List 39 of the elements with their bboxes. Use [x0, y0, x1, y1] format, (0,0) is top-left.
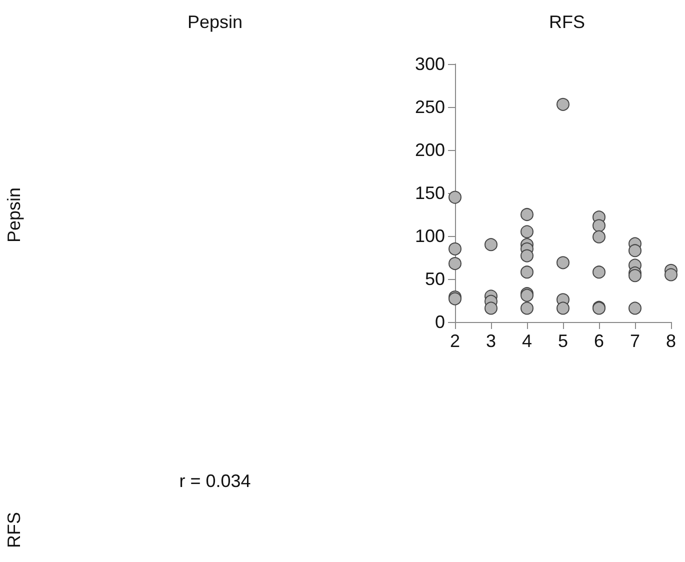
x-tick-label: 3	[486, 331, 496, 351]
point	[592, 230, 606, 244]
point	[520, 225, 534, 238]
y-tick-label: 100	[414, 226, 445, 246]
point	[556, 302, 570, 315]
point	[628, 244, 642, 258]
x-tick-label: 2	[450, 331, 460, 351]
x-tick-label: 4	[522, 331, 532, 351]
x-axis-title: RFS	[549, 12, 585, 32]
point	[592, 266, 606, 279]
point	[556, 98, 570, 111]
point	[448, 190, 462, 204]
point	[484, 238, 498, 252]
point	[628, 302, 642, 315]
y-tick-label: 150	[414, 183, 445, 203]
y-tick-label: 300	[414, 54, 445, 74]
x-tick-label: 8	[666, 331, 676, 351]
point	[520, 249, 534, 262]
y-tick-label: 50	[424, 269, 445, 289]
point	[592, 219, 606, 232]
y-tick-label: 200	[414, 140, 445, 160]
point	[448, 257, 462, 270]
y-tick-label: 0	[434, 312, 445, 332]
text: RFS	[4, 512, 24, 548]
y-tick-label: 250	[414, 97, 445, 117]
point	[448, 242, 462, 256]
point	[628, 269, 642, 282]
point	[484, 302, 498, 315]
point	[556, 256, 570, 270]
x-tick-label: 7	[630, 331, 640, 351]
text: Pepsin	[187, 12, 243, 32]
x-tick-label: 6	[594, 331, 604, 351]
x-tick-label: 5	[558, 331, 568, 351]
point	[520, 208, 534, 221]
point	[520, 302, 534, 315]
text: r = 0.034	[179, 471, 251, 491]
point	[520, 266, 534, 279]
text: Pepsin	[4, 187, 24, 243]
point	[664, 268, 678, 282]
